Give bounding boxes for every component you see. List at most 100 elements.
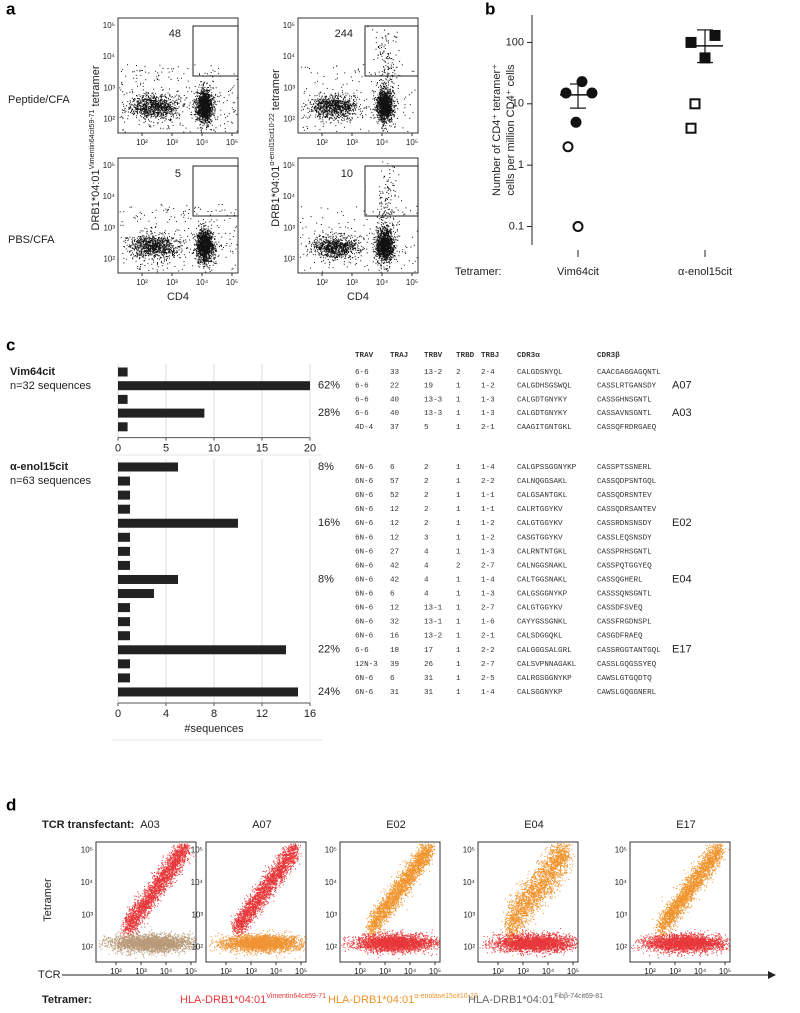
dot-cloud [98,926,196,960]
table-header: TRBJ [481,352,499,360]
table-cell: CASSLEQSNSDY [597,534,652,542]
table-cell: 42 [390,576,400,584]
bar [118,574,178,584]
table-cell: CASSPTSSNERL [597,464,652,472]
table-cell: CAAGITGNTGKL [517,424,572,432]
table-cell: 6N-6 [355,506,374,514]
percent-label: 16% [318,517,340,529]
table-cell: CASSDFSVEQ [597,605,643,613]
dot-cloud [119,64,238,133]
legend-title: Tetramer: [42,994,92,1006]
x-tick-label: α-enol15cit [678,266,732,278]
table-cell: 57 [390,478,399,486]
plot-title: E04 [524,819,544,831]
x-tick-label: 10⁵ [295,967,307,976]
bar [118,617,130,627]
x-tick-label: 10⁴ [376,138,389,147]
arrow-head [768,971,776,979]
table-cell: CALGGGSALGRL [517,647,572,655]
clone-label: A03 [672,407,692,419]
table-cell: CALRNTNTGKL [517,548,568,556]
table-cell: 12 [390,534,400,542]
table-cell: 6N-6 [355,619,374,627]
bar [118,381,310,391]
table-cell: 1 [456,520,461,528]
y-axis-label: Tetramer [42,878,54,922]
label-sup: Fibβ-74cit69-81 [554,993,603,1000]
bar [118,518,238,528]
label-base: DRB1*04:01 [90,169,102,230]
table-cell: 52 [390,492,400,500]
x-tick-label: 10³ [245,967,257,976]
x-tick-label: 10³ [166,138,178,147]
table-cell: 2 [424,506,429,514]
bar [118,532,130,542]
label-tail: tetramer [90,65,102,109]
x-axis-label: TCR [38,969,61,981]
table-cell: CALSVPNNAGAKL [517,661,577,669]
table-cell: 1 [456,619,461,627]
x-tick-label: 10⁴ [270,967,283,976]
data-point [560,87,572,99]
x-tick-label: 10⁴ [694,967,707,976]
y-tick-label: 10³ [283,83,295,92]
table-cell: 1 [456,548,461,556]
table-cell: 1-1 [481,492,495,500]
x-tick-label: 20 [304,443,316,455]
table-cell: 6N-6 [355,633,374,641]
table-cell: CASSQDPSNTGQL [597,478,657,486]
table-cell: CALGDSNYQL [517,369,563,377]
x-tick-label: 10⁴ [160,967,173,976]
table-cell: CASSPQTGGYEQ [597,562,652,570]
flow-plot [629,841,731,963]
table-cell: 2-7 [481,661,495,669]
x-tick-label: 10² [136,278,148,287]
dot-cloud [230,843,302,941]
row-label: PBS/CFA [8,234,55,246]
table-cell: 1 [456,689,461,697]
percent-label: 28% [318,407,340,419]
clone-label: E04 [672,573,692,585]
table-cell: 1 [456,424,461,432]
y-tick-label: 10³ [81,910,93,919]
y-tick-label: 10² [283,254,295,263]
data-point [570,116,582,128]
table-cell: 12 [390,605,400,613]
table-cell: 1-2 [481,520,495,528]
table-cell: 6N-6 [355,576,374,584]
data-point [572,221,584,233]
dot-cloud [652,843,730,944]
data-point [586,87,598,99]
table-cell: 1 [456,675,461,683]
table-cell: 19 [424,383,434,391]
table-cell: 16 [390,633,400,641]
x-tick-label: 10² [110,967,122,976]
dot-cloud [299,161,418,273]
data-point [685,122,697,134]
label-base: HLA-DRB1*04:01 [180,994,266,1006]
data-point [709,29,721,41]
y-tick-label: 10⁴ [325,878,338,887]
x-tick-label: 8 [211,708,217,720]
x-tick-label: 10⁵ [406,278,418,287]
table-cell: 2-4 [481,369,495,377]
bar [118,673,130,683]
table-header: TRAJ [390,352,408,360]
table-cell: 6N-6 [355,534,374,542]
x-tick-label: 16 [304,708,316,720]
table-cell: 2 [456,369,461,377]
table-cell: 6N-6 [355,492,374,500]
group-subtitle: n=32 sequences [10,380,92,392]
table-cell: 2 [424,464,429,472]
bar [118,490,130,500]
label: DRB1*04:01Vimentin64cit59-71 tetramer [89,65,102,230]
table-cell: 13-1 [424,619,443,627]
table-cell: 6N-6 [355,520,374,528]
table-cell: 32 [390,619,400,627]
gate [364,165,419,217]
table-cell: 31 [424,675,434,683]
table-cell: 13-3 [424,396,443,404]
gate [364,25,419,77]
table-cell: 1 [456,478,461,486]
bar [118,603,130,613]
